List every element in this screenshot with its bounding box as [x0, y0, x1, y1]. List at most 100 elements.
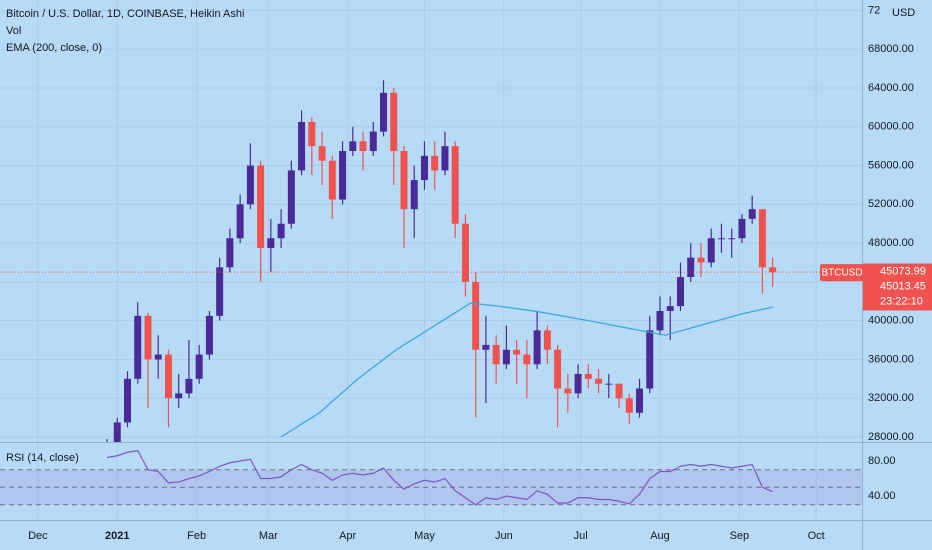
candle-body: [595, 378, 603, 384]
candle-body: [134, 315, 142, 379]
x-tick-label: Jul: [574, 530, 588, 542]
y-tick-label: 48000.00: [868, 237, 914, 249]
symbol-tag-bg: [820, 264, 864, 282]
candle-body: [707, 238, 715, 263]
volume-label: Vol: [6, 25, 21, 37]
x-tick-label: May: [414, 530, 435, 542]
candle-body: [195, 354, 203, 379]
candle-body: [697, 257, 705, 263]
candle-body: [287, 170, 295, 224]
candle-body: [369, 131, 377, 152]
candle-body: [676, 277, 684, 307]
candle-body: [543, 330, 551, 350]
candle-body: [584, 373, 592, 379]
y-tick-label: 72: [868, 4, 880, 16]
candle-body: [339, 151, 347, 200]
candle-body: [205, 315, 213, 355]
candle-body: [461, 223, 469, 282]
candle-body: [615, 383, 623, 399]
candle-body: [246, 165, 254, 205]
candle-body: [687, 257, 695, 278]
candle-body: [717, 238, 725, 240]
candle-body: [728, 238, 736, 240]
y-tick-label: 32000.00: [868, 392, 914, 404]
candle-body: [441, 146, 449, 171]
candle-body: [523, 354, 531, 365]
rsi-tick-label: 80.00: [868, 455, 896, 467]
candle-body: [666, 306, 674, 311]
y-tick-label: 40000.00: [868, 315, 914, 327]
price-pane: [0, 80, 862, 442]
candle-body: [564, 388, 572, 394]
candle-body: [533, 330, 541, 365]
currency: USD: [892, 7, 915, 19]
x-tick-label: Mar: [259, 530, 278, 542]
y-tick-label: 36000.00: [868, 353, 914, 365]
candle-body: [328, 160, 336, 200]
candle-body: [625, 398, 633, 413]
candle-body: [400, 151, 408, 210]
y-tick-label: 68000.00: [868, 43, 914, 55]
x-tick-label: Feb: [187, 530, 206, 542]
candle-body: [298, 121, 306, 171]
x-tick-label: Aug: [650, 530, 670, 542]
candle-body: [154, 354, 162, 360]
x-tick-label: Oct: [808, 530, 825, 542]
ema-label: EMA (200, close, 0): [6, 42, 102, 54]
rsi-pane: [0, 449, 862, 506]
y-tick-label: 60000.00: [868, 121, 914, 133]
candle-body: [226, 238, 234, 268]
candle-body: [605, 383, 613, 385]
price-tag-bg: [863, 263, 932, 311]
chart-title: Bitcoin / U.S. Dollar, 1D, COINBASE, Hei…: [6, 8, 244, 20]
candle-body: [349, 141, 357, 152]
candle-body: [758, 209, 766, 268]
candle-body: [646, 330, 654, 389]
candle-body: [738, 218, 746, 239]
axes: 28000.0032000.0036000.0040000.0044000.00…: [28, 4, 932, 542]
y-tick-label: 52000.00: [868, 198, 914, 210]
candle-body: [502, 349, 510, 365]
symbol-tag: BTCUSD: [821, 268, 862, 279]
candle-body: [308, 121, 316, 147]
candle-body: [216, 267, 224, 316]
candle-body: [656, 310, 664, 331]
rsi-line: [106, 449, 773, 506]
candle-body: [554, 349, 562, 389]
candle-body: [574, 373, 582, 394]
candle-body: [318, 146, 326, 161]
candle-body: [113, 422, 121, 442]
y-tick-label: 64000.00: [868, 82, 914, 94]
candle-body: [185, 378, 193, 394]
rsi-tick-label: 40.00: [868, 490, 896, 502]
x-tick-label: Apr: [339, 530, 356, 542]
candle-body: [410, 180, 418, 210]
candle-body: [236, 204, 244, 239]
x-tick-label: Dec: [28, 530, 48, 542]
candle-body: [277, 223, 285, 239]
rsi-title: RSI (14, close): [6, 452, 79, 464]
candle-body: [267, 238, 275, 248]
candle-body: [359, 141, 367, 152]
candle-body: [390, 92, 398, 152]
grid: [0, 0, 862, 520]
ema-line: [280, 302, 773, 438]
candle-body: [431, 155, 439, 171]
candle-body: [257, 165, 265, 248]
candle-body: [420, 155, 428, 181]
x-tick-label: Jun: [495, 530, 513, 542]
candle-body: [164, 354, 172, 399]
x-tick-label: 2021: [105, 530, 129, 542]
candle-body: [492, 344, 500, 365]
candle-body: [175, 393, 183, 399]
candle-body: [636, 388, 644, 413]
y-tick-label: 28000.00: [868, 431, 914, 443]
candle-body: [123, 378, 131, 423]
candle-body: [451, 146, 459, 224]
rsi-band: [0, 469, 862, 505]
countdown: 23:22:10: [880, 295, 923, 307]
price-tag: 45013.45: [880, 280, 926, 292]
price-tag: 45073.99: [880, 265, 926, 277]
candle-body: [482, 344, 490, 350]
